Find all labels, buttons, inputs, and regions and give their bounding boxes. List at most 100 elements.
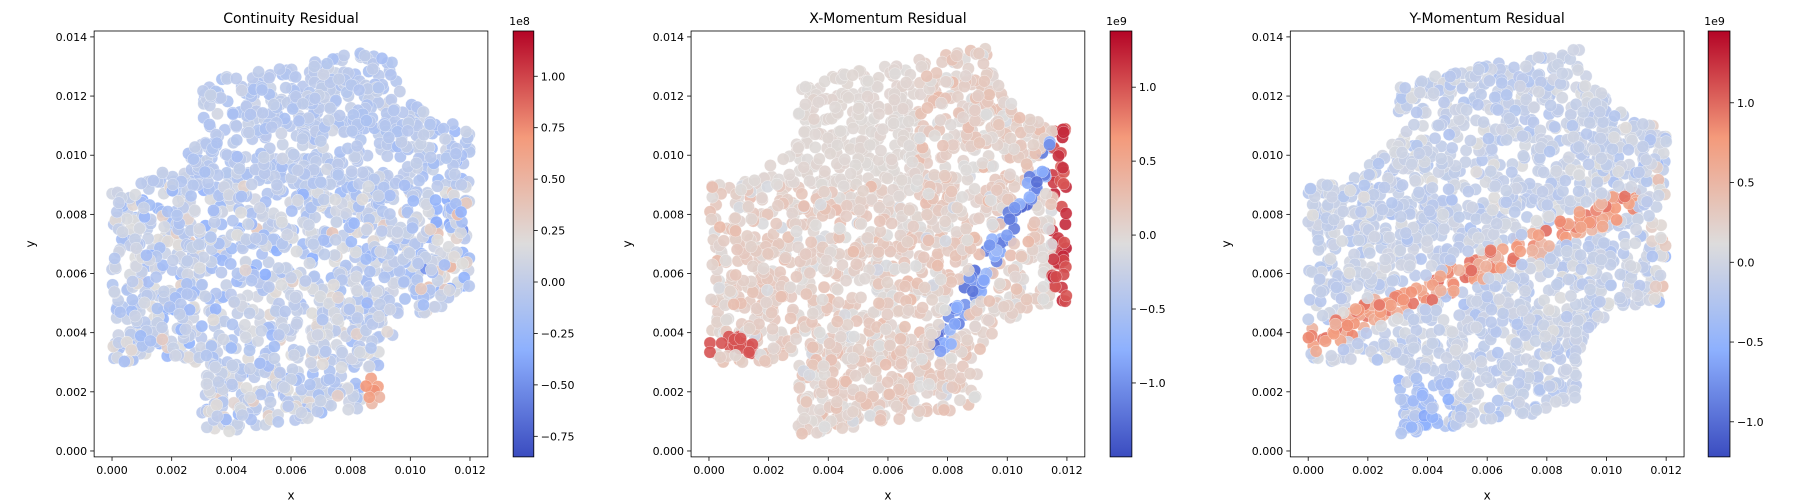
scatter-point <box>278 305 292 318</box>
scatter-point <box>872 296 886 310</box>
scatter-point <box>353 346 367 359</box>
scatter-point <box>934 358 947 371</box>
scatter-point <box>279 81 293 94</box>
scatter-point <box>245 274 258 287</box>
scatter-point <box>966 285 980 298</box>
scatter-point <box>831 315 844 328</box>
scatter-point <box>323 372 336 386</box>
scatter-point <box>431 233 444 247</box>
scatter-point <box>729 268 742 282</box>
scatter-point <box>149 270 163 284</box>
scatter-point <box>1368 230 1381 243</box>
scatter-point <box>253 357 267 370</box>
scatter-point <box>761 247 775 261</box>
x-tick-label: 0.008 <box>932 464 964 477</box>
scatter-point <box>327 278 340 292</box>
scatter-point <box>362 180 375 193</box>
scatter-point <box>230 150 244 163</box>
scatter-point <box>383 207 397 221</box>
scatter-point <box>184 189 198 203</box>
scatter-point <box>885 153 898 166</box>
scatter-point <box>192 238 206 251</box>
scatter-point <box>1007 142 1021 156</box>
colorbar-exponent-label: 1e8 <box>509 15 530 28</box>
panel-continuity: Continuity Residual 0.000 0.002 0.004 0.006… <box>23 11 574 500</box>
scatter-point <box>443 284 456 297</box>
scatter-point <box>906 155 919 169</box>
scatter-point <box>323 101 337 115</box>
colorbar-tick-label: 0.0 <box>1139 229 1157 242</box>
scatter-point <box>290 317 303 331</box>
scatter-point <box>378 119 392 132</box>
scatter-point <box>275 215 289 229</box>
scatter-point <box>398 179 411 192</box>
scatter-point <box>120 212 134 226</box>
x-tick-label: 0.006 <box>275 464 307 477</box>
scatter-point <box>1335 292 1348 305</box>
colorbar-tick-label: 1.0 <box>1139 81 1157 94</box>
scatter-point <box>946 380 959 394</box>
scatter-point <box>273 62 286 76</box>
scatter-point <box>186 178 200 192</box>
y-tick-label: 0.006 <box>56 268 88 281</box>
scatter-point <box>151 302 164 315</box>
scatter-point <box>210 398 223 412</box>
scatter-point <box>1414 252 1428 266</box>
scatter-point <box>992 118 1006 131</box>
scatter-point <box>915 352 929 366</box>
scatter-point <box>798 412 811 425</box>
scatter-point <box>950 201 964 214</box>
scatter-point <box>863 138 877 152</box>
scatter-point <box>378 271 391 284</box>
scatter-point <box>291 164 305 177</box>
scatter-point <box>397 275 411 289</box>
scatter-point <box>306 344 320 357</box>
scatter-point <box>806 340 820 354</box>
scatter-point <box>813 152 826 166</box>
scatter-point <box>844 167 858 180</box>
scatter-point <box>130 242 143 255</box>
scatter-point <box>401 124 415 138</box>
scatter-point <box>360 114 373 127</box>
scatter-point <box>898 280 912 293</box>
scatter-point <box>1030 175 1044 189</box>
scatter-point <box>226 359 239 372</box>
scatter-point <box>968 391 981 404</box>
scatter-point <box>873 214 887 228</box>
scatter-point <box>243 362 257 375</box>
scatter-point <box>429 193 442 207</box>
scatter-point <box>337 49 351 62</box>
scatter-point <box>329 233 343 247</box>
colorbar-tick-label: 0.00 <box>541 276 566 289</box>
scatter-point <box>984 193 998 207</box>
scatter-point <box>892 190 906 203</box>
scatter-point <box>1023 113 1037 126</box>
scatter-point <box>1052 149 1065 163</box>
scatter-point <box>1571 63 1585 77</box>
scatter-point <box>108 285 121 299</box>
scatter-points <box>703 42 1073 440</box>
scatter-point <box>872 245 885 259</box>
scatter-point <box>359 252 373 266</box>
scatter-point <box>363 391 376 404</box>
scatter-point <box>308 92 322 105</box>
scatter-point <box>922 187 935 201</box>
scatter-point <box>188 140 202 154</box>
colorbar-gradient <box>1109 30 1133 458</box>
scatter-point <box>275 127 288 140</box>
scatter-point <box>968 104 982 117</box>
scatter-point <box>262 71 276 85</box>
scatter-point <box>846 405 860 419</box>
scatter-point <box>1037 280 1050 294</box>
scatter-point <box>938 215 952 228</box>
scatter-point <box>803 174 816 188</box>
scatter-point <box>948 317 962 331</box>
scatter-point <box>823 147 837 160</box>
scatter-point <box>287 148 300 161</box>
scatter-point <box>852 203 866 217</box>
scatter-point <box>1614 268 1627 281</box>
x-axis-label: x <box>287 488 294 500</box>
scatter-point <box>356 193 369 206</box>
scatter-point <box>800 395 813 409</box>
scatter-point <box>779 251 792 264</box>
